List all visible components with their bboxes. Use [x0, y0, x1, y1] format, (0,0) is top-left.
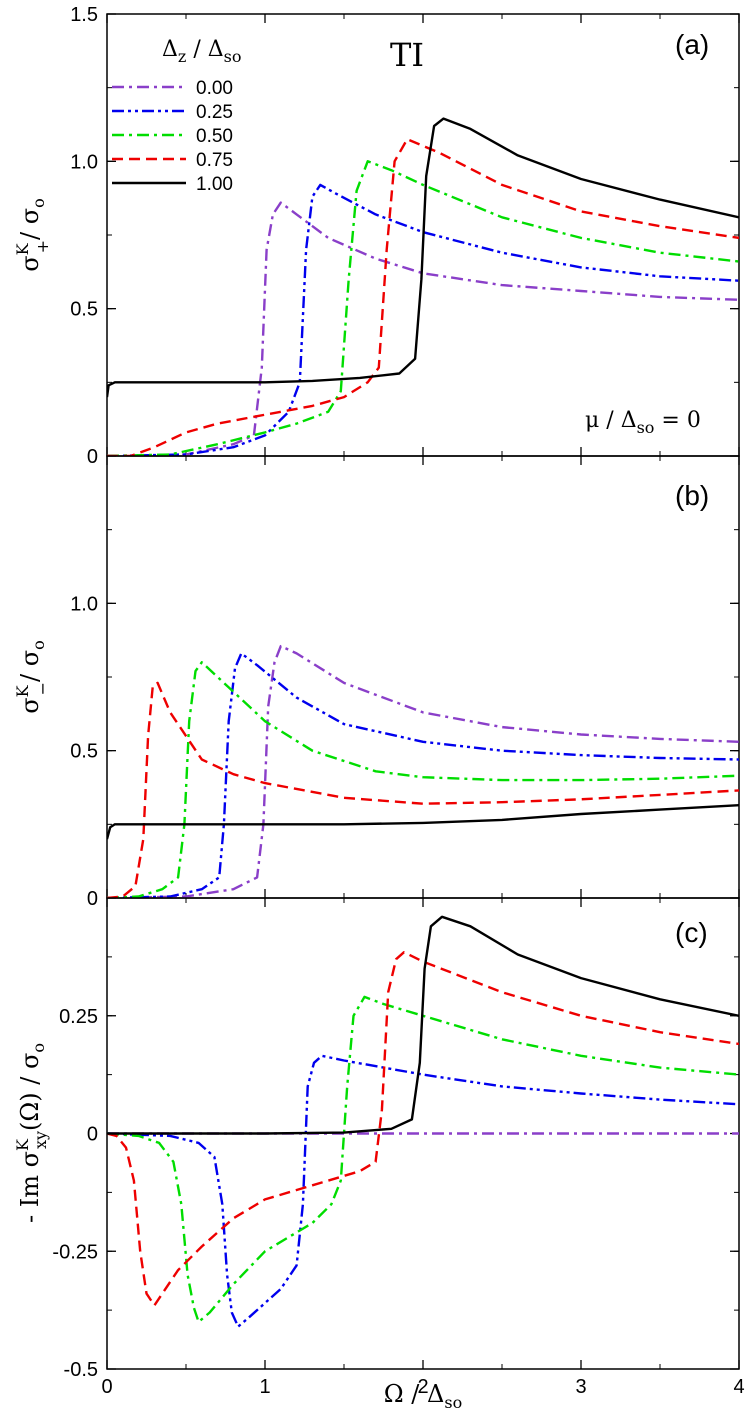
series-line-0_75 — [107, 138, 739, 456]
legend-entry: 0.50 — [196, 126, 233, 147]
series-line-0_50 — [107, 160, 739, 456]
x-tick-label: 0 — [101, 1376, 112, 1398]
ti-annotation: TI — [390, 36, 424, 74]
panel-a-label: (a) — [675, 29, 709, 60]
y-tick-label: 1.0 — [70, 593, 98, 615]
legend: Δz / Δso 0.00 0.25 0.50 0.75 1.00 — [112, 37, 241, 195]
y-tick-label: 0 — [87, 888, 98, 910]
panel-a-ylabel: σK+/ σo — [13, 198, 52, 272]
x-tick-label: 2 — [417, 1376, 428, 1398]
y-tick-label: 0.5 — [70, 299, 98, 321]
y-tick-label: 1.5 — [70, 4, 98, 26]
panel-a: 0 0.5 1.0 1.5 (a) TI μ / Δso = 0 σK+/ σo Δz… — [13, 4, 740, 468]
x-tick-label: 1 — [259, 1376, 270, 1398]
series-line-0_25 — [107, 183, 739, 456]
x-tick-label: 4 — [733, 1376, 744, 1398]
series-line-0_25 — [107, 1054, 739, 1328]
series-line-1_00 — [107, 117, 739, 398]
panel-b: 0 0.5 1.0 (b) σK−/ σo — [13, 455, 740, 910]
y-tick-label: 0 — [87, 446, 98, 468]
series-line-0_50 — [107, 661, 739, 898]
x-tick-label: 3 — [575, 1376, 586, 1398]
series-line-0_25 — [107, 652, 739, 898]
series-line-1_00 — [107, 915, 739, 1135]
panel-a-series — [107, 117, 739, 456]
panel-b-ylabel: σK−/ σo — [13, 640, 52, 714]
series-line-0_00 — [107, 644, 739, 898]
y-tick-label: 0.5 — [70, 741, 98, 763]
series-line-1_00 — [107, 804, 739, 840]
x-axis-title: Ω / Δso — [384, 1380, 462, 1412]
panel-b-label: (b) — [675, 480, 709, 511]
mu-annotation: μ / Δso = 0 — [585, 408, 701, 437]
panel-c-ylabel: - Im σKxy(Ω) / σo — [13, 1043, 50, 1223]
panel-c-ticks: 0 1 2 3 4 -0.5 -0.25 0 0.25 — [52, 897, 745, 1398]
series-line-0_75 — [107, 681, 739, 898]
legend-entry: 1.00 — [196, 174, 233, 195]
y-tick-label: -0.25 — [52, 1241, 98, 1263]
panel-c: 0 1 2 3 4 -0.5 -0.25 0 0.25 (c) - Im σKxy(Ω) / σ… — [13, 897, 745, 1412]
legend-title: Δz / Δso — [162, 37, 241, 66]
legend-entry: 0.75 — [196, 150, 233, 171]
panel-c-series — [107, 915, 739, 1328]
y-tick-label: -0.5 — [64, 1359, 98, 1381]
legend-entry: 0.25 — [196, 102, 233, 123]
panel-b-series — [107, 644, 739, 898]
legend-entry: 0.00 — [196, 78, 233, 99]
series-line-0_75 — [107, 951, 739, 1307]
panel-a-ticks: 0 0.5 1.0 1.5 — [70, 4, 740, 468]
y-tick-label: 0 — [87, 1124, 98, 1146]
panel-c-label: (c) — [675, 917, 708, 948]
y-tick-label: 0.25 — [59, 1006, 98, 1028]
y-tick-label: 1.0 — [70, 151, 98, 173]
panel-b-ticks: 0 0.5 1.0 — [70, 455, 740, 910]
panel-b-frame — [106, 455, 740, 899]
series-line-0_50 — [107, 995, 739, 1324]
